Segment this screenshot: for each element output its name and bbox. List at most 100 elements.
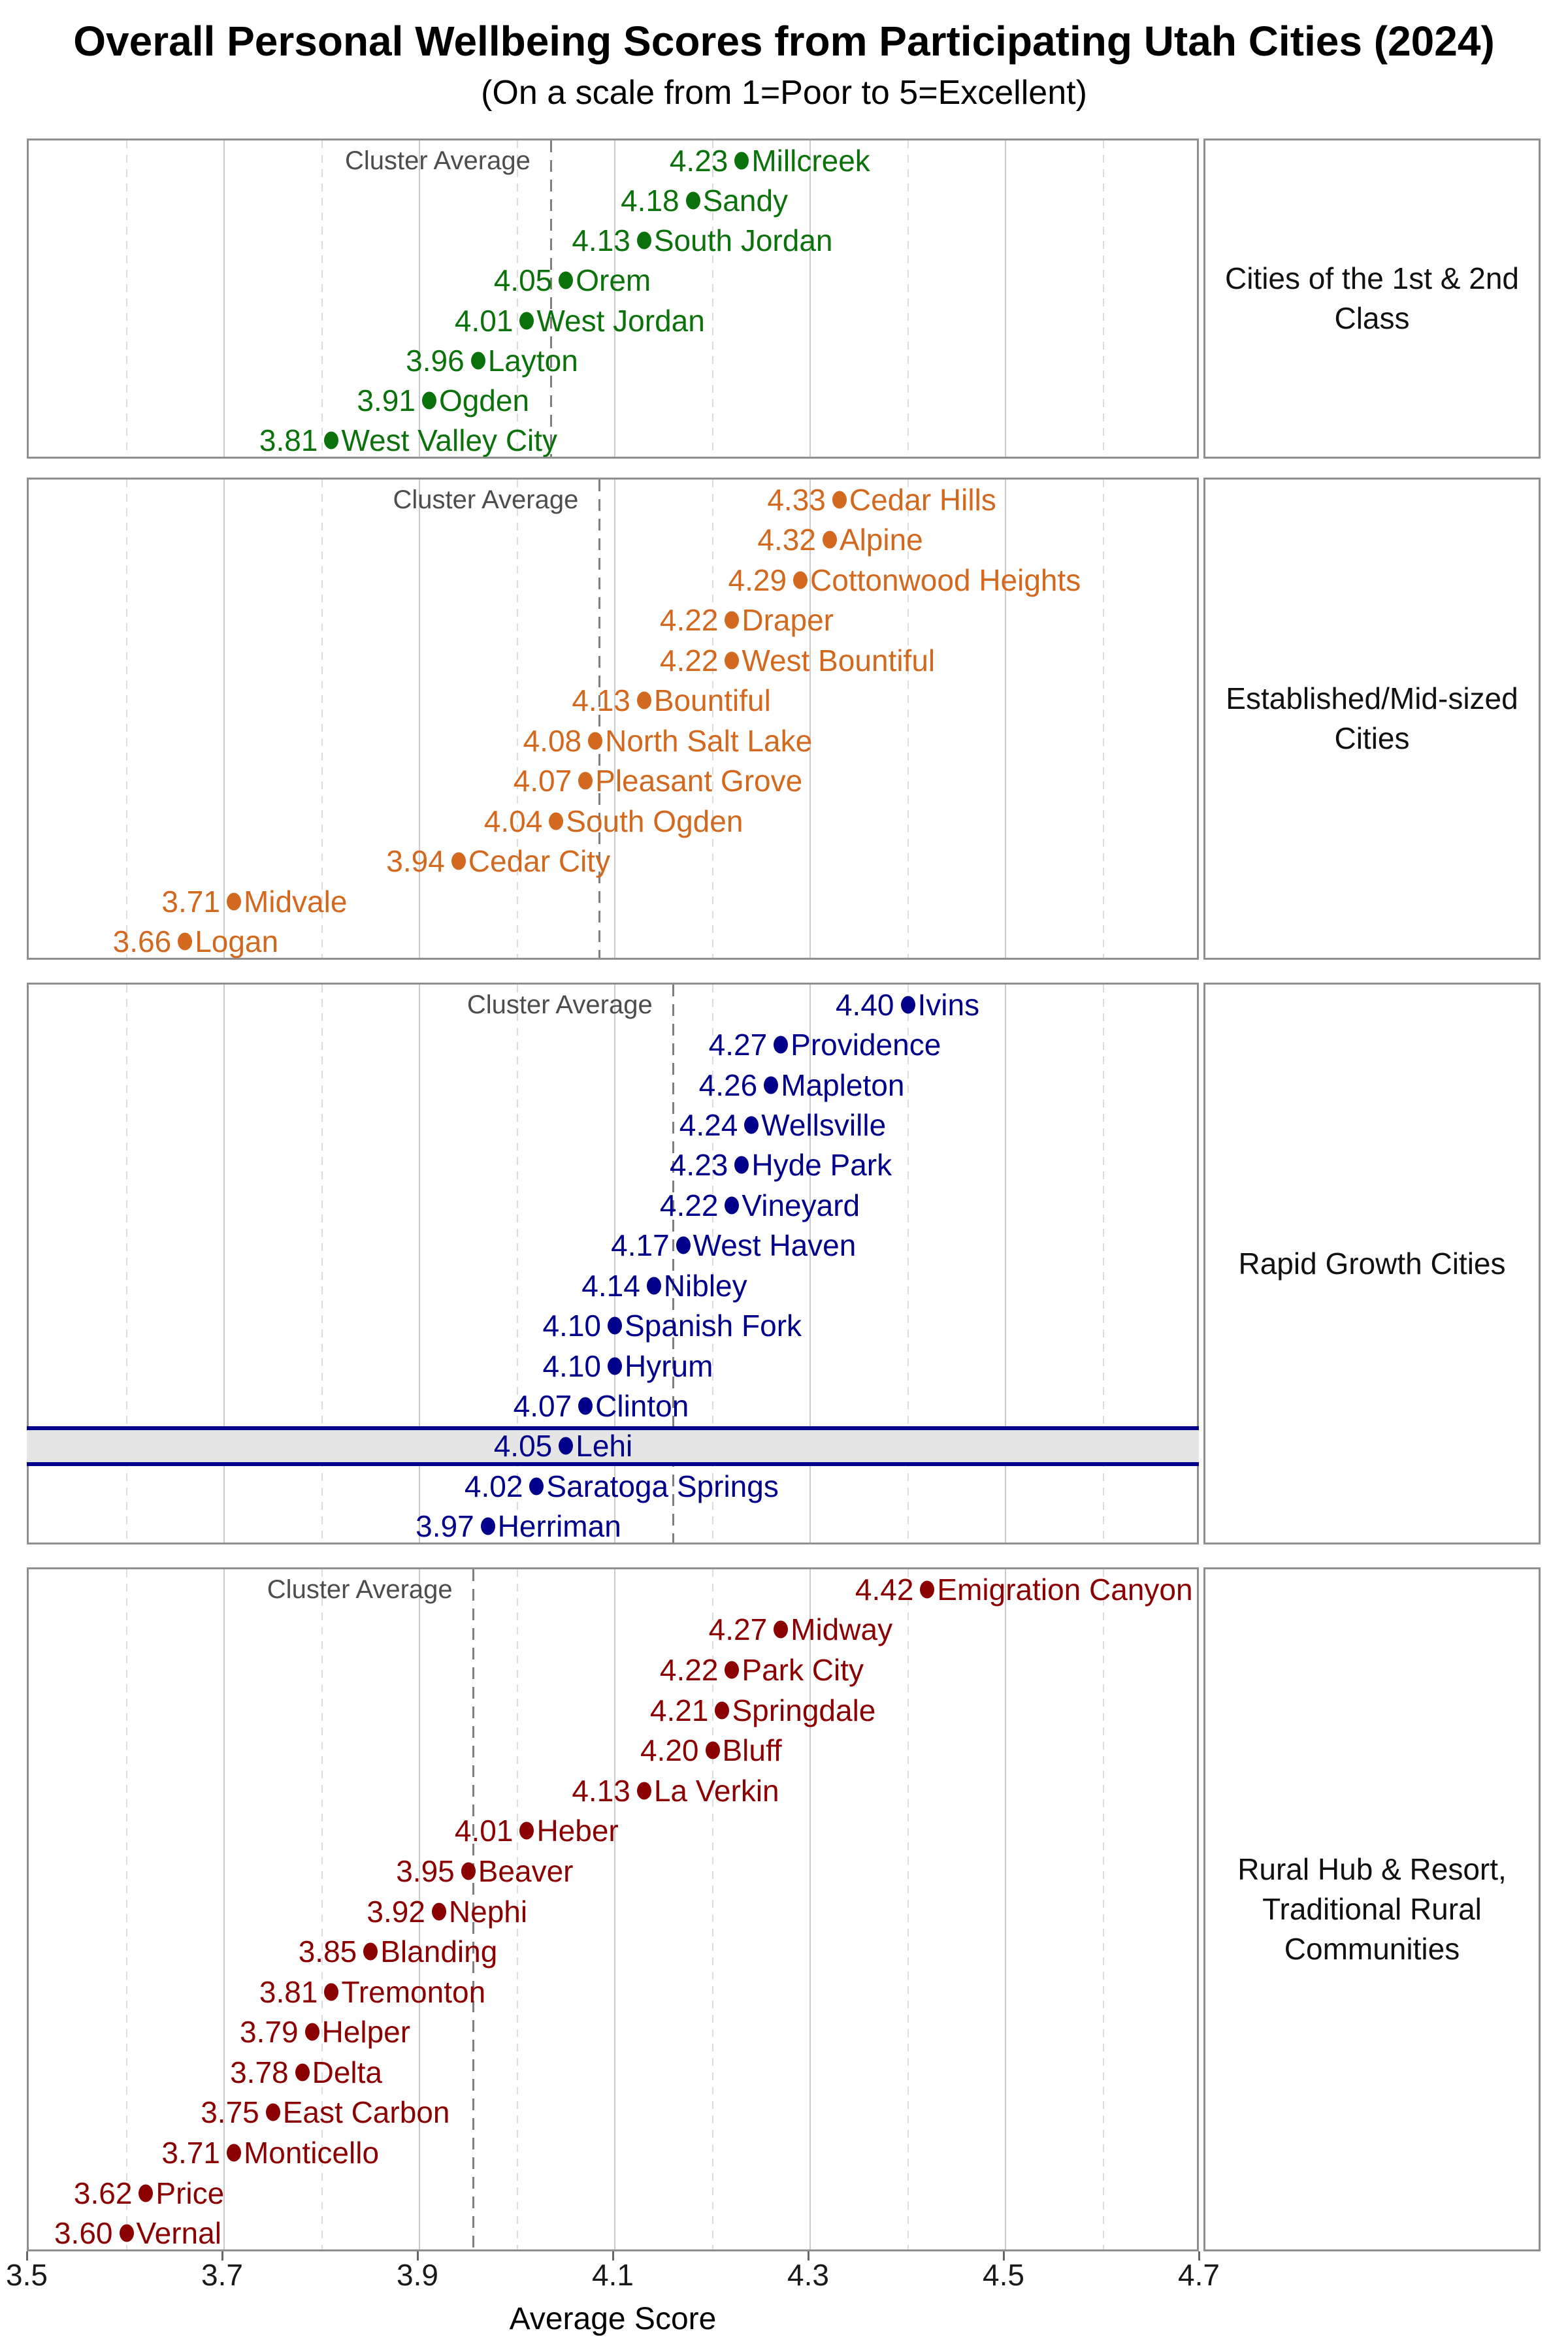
data-point-dot: [519, 1821, 534, 1840]
city-score-label: 4.07: [513, 1389, 572, 1423]
gridline-major: [614, 985, 615, 1543]
city-row: 4.10 Spanish Fork: [29, 1311, 1197, 1341]
data-point-dot: [421, 391, 436, 410]
data-point-dot: [646, 1277, 661, 1295]
data-point-dot: [578, 772, 593, 790]
gridline-minor: [907, 480, 909, 958]
cluster-average-line: [598, 480, 600, 958]
data-point-dot: [725, 651, 740, 670]
city-name-label: Lehi: [576, 1429, 633, 1463]
gridline-minor: [1102, 480, 1104, 958]
data-point-dot: [324, 431, 339, 449]
city-row: 4.33 Cedar Hills: [29, 485, 1197, 515]
city-row: 4.13 Bountiful: [29, 685, 1197, 715]
gridline-minor: [516, 480, 518, 958]
city-score-label: 4.33: [767, 482, 826, 517]
gridline-major: [419, 985, 420, 1543]
x-axis-tick-mark: [612, 2251, 614, 2261]
data-point-dot: [295, 2063, 310, 2082]
city-row: 3.71 Midvale: [29, 887, 1197, 917]
data-point-dot: [431, 1903, 446, 1920]
gridline-minor: [125, 1569, 127, 2249]
gridline-minor: [125, 140, 127, 457]
city-row: 4.21 Springdale: [29, 1695, 1197, 1725]
city-name-label: Park City: [742, 1652, 864, 1687]
data-point-dot: [725, 1196, 740, 1215]
city-score-label: 4.32: [757, 523, 816, 557]
data-point-dot: [734, 152, 749, 170]
city-row: 4.24 Wellsville: [29, 1110, 1197, 1140]
city-score-label: 3.92: [367, 1894, 425, 1929]
city-row: 4.08 North Salt Lake: [29, 726, 1197, 756]
city-row: 3.97 Herriman: [29, 1511, 1197, 1541]
data-point-dot: [822, 531, 837, 549]
city-score-label: 4.13: [572, 223, 630, 258]
city-row: 3.79 Helper: [29, 2017, 1197, 2047]
x-axis-tick-mark: [807, 2251, 809, 2261]
city-name-label: Delta: [312, 2055, 382, 2089]
data-point-dot: [608, 1357, 622, 1375]
x-axis-tick-label: 4.3: [787, 2258, 829, 2292]
data-point-dot: [226, 2144, 241, 2162]
city-row: 4.13 La Verkin: [29, 1776, 1197, 1806]
city-row: 4.07 Clinton: [29, 1391, 1197, 1421]
city-name-label: Draper: [742, 603, 834, 638]
city-row: 4.05 Orem: [29, 265, 1197, 295]
x-axis-title: Average Score: [509, 2302, 717, 2336]
city-row: 4.27 Providence: [29, 1030, 1197, 1060]
data-point-dot: [793, 571, 808, 589]
data-point-dot: [900, 996, 915, 1014]
city-score-label: 3.81: [259, 1974, 318, 2009]
city-row: 4.22 West Bountiful: [29, 645, 1197, 676]
city-row: 3.62 Price: [29, 2178, 1197, 2208]
city-name-label: Bountiful: [653, 683, 771, 718]
city-name-label: Midvale: [243, 884, 348, 919]
city-name-label: Herriman: [497, 1509, 621, 1544]
city-row: 4.26 Mapleton: [29, 1070, 1197, 1100]
data-point-dot: [725, 611, 740, 629]
gridline-minor: [711, 480, 713, 958]
data-point-dot: [764, 1076, 779, 1094]
chart-subtitle: (On a scale from 1=Poor to 5=Excellent): [481, 74, 1087, 112]
city-score-label: 4.04: [483, 804, 543, 838]
city-name-label: West Bountiful: [742, 643, 936, 678]
data-point-dot: [588, 732, 603, 750]
highlight-band-lehi: [27, 1426, 1199, 1467]
gridline-minor: [907, 985, 909, 1543]
city-name-label: Pleasant Grove: [595, 764, 803, 798]
data-point-dot: [519, 312, 534, 330]
city-row: 3.94 Cedar City: [29, 846, 1197, 876]
gridline-minor: [321, 480, 323, 958]
city-score-label: 3.85: [298, 1935, 357, 1969]
city-row: 4.17 West Haven: [29, 1230, 1197, 1260]
city-name-label: Tremonton: [341, 1974, 486, 2009]
city-score-label: 4.17: [611, 1228, 670, 1263]
city-name-label: West Jordan: [536, 303, 705, 338]
city-row: 4.01 Heber: [29, 1816, 1197, 1846]
gridline-major: [419, 1569, 420, 2249]
data-point-dot: [119, 2224, 134, 2242]
city-score-label: 3.75: [201, 2095, 259, 2130]
gridline-major: [809, 480, 811, 958]
cluster-average-label: Cluster Average: [466, 990, 653, 1019]
gridline-major: [223, 1569, 225, 2249]
cluster-average-label: Cluster Average: [393, 485, 579, 514]
gridline-major: [223, 985, 225, 1543]
city-name-label: Emigration Canyon: [937, 1572, 1193, 1607]
data-point-dot: [559, 271, 574, 289]
city-name-label: Alpine: [839, 523, 923, 557]
city-score-label: 3.71: [161, 2136, 220, 2170]
facet-strip-1: Cities of the 1st & 2nd Class: [1203, 139, 1541, 459]
facet-panel-2: Cluster Average 4.33 Cedar Hills 4.32 Al…: [27, 478, 1199, 960]
gridline-minor: [516, 1569, 518, 2249]
x-axis-tick-label: 3.9: [397, 2258, 438, 2292]
city-name-label: Bluff: [722, 1733, 782, 1768]
facet-strip-label: Rapid Growth Cities: [1238, 1246, 1506, 1281]
city-score-label: 4.10: [542, 1309, 601, 1343]
city-score-label: 4.21: [649, 1693, 709, 1727]
city-score-label: 3.71: [161, 884, 220, 919]
cluster-average-line: [550, 140, 553, 457]
gridline-major: [614, 480, 615, 958]
data-point-dot: [744, 1116, 759, 1134]
city-name-label: Heber: [536, 1814, 619, 1848]
